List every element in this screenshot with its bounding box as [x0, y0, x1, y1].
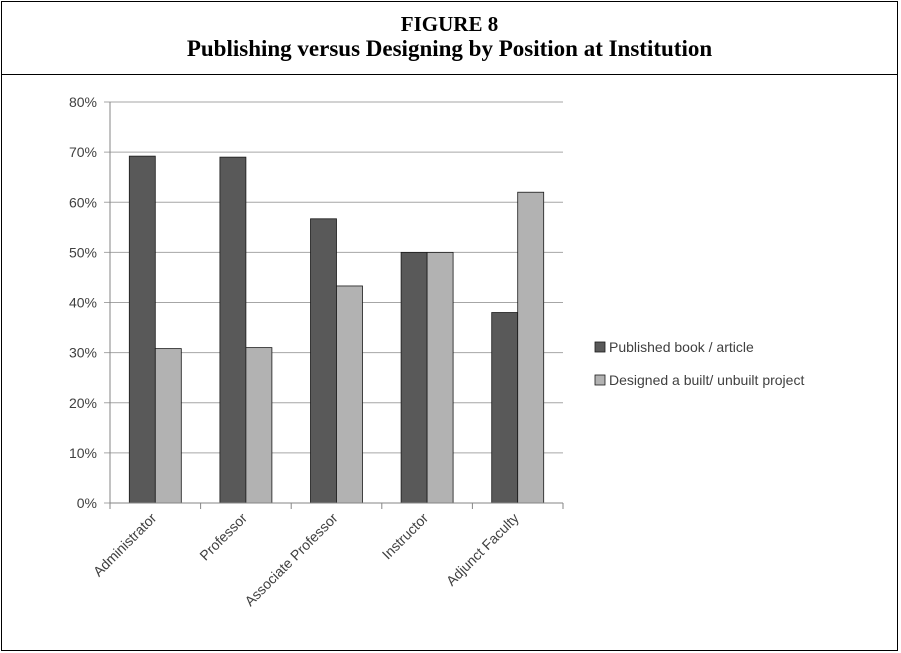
figure-title: Publishing versus Designing by Position …	[186, 36, 713, 61]
bar-published	[310, 218, 337, 504]
legend-label: Designed a built/ unbuilt project	[609, 372, 804, 388]
y-tick-label: 0%	[77, 495, 97, 511]
y-tick-label: 20%	[69, 395, 97, 411]
x-tick-label: Instructor	[379, 510, 432, 563]
figure-number: FIGURE 8	[400, 12, 499, 36]
y-tick-label: 40%	[69, 295, 97, 311]
y-tick-label: 10%	[69, 445, 97, 461]
y-tick-label: 70%	[69, 144, 97, 160]
legend-label: Published book / article	[609, 339, 754, 355]
y-tick-label: 80%	[69, 94, 97, 110]
x-tick-label: Professor	[196, 510, 250, 564]
x-tick-label: Administrator	[90, 510, 160, 580]
bar-published	[491, 312, 519, 504]
bar-designed	[245, 347, 273, 504]
bar-designed	[154, 348, 182, 504]
y-tick-label: 60%	[69, 194, 97, 210]
bar-published	[400, 251, 428, 504]
legend-swatch	[594, 341, 606, 353]
y-tick-label: 30%	[69, 345, 97, 361]
x-tick-label: Associate Professor	[241, 510, 341, 610]
x-tick-label: Adjunct Faculty	[443, 510, 522, 589]
bar-designed	[426, 251, 454, 504]
bar-published	[219, 156, 247, 504]
bar-designed	[517, 191, 545, 504]
legend-swatch	[594, 374, 606, 386]
y-tick-label: 50%	[69, 244, 97, 260]
bar-designed	[336, 285, 363, 504]
figure-header: FIGURE 8 Publishing versus Designing by …	[2, 2, 897, 75]
bar-published	[128, 155, 156, 504]
